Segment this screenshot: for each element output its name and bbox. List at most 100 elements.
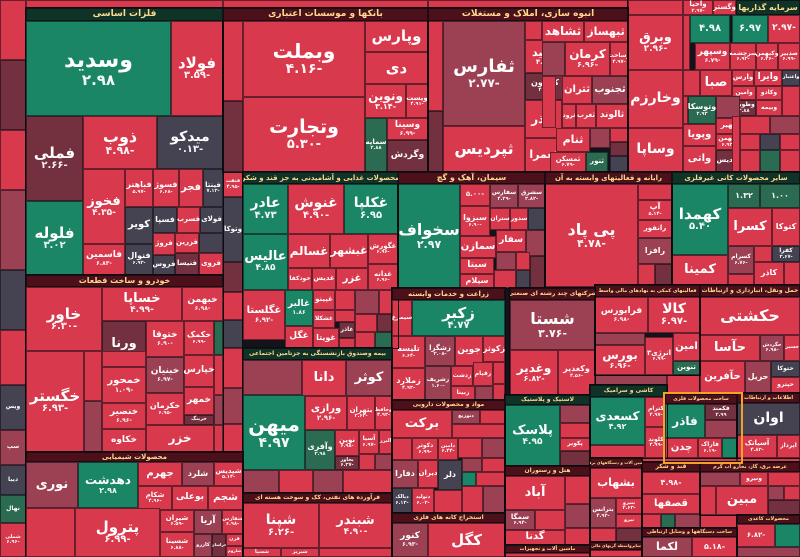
stock-tile-غاذر[interactable]: غاذر (339, 322, 355, 338)
stock-tile[interactable] (102, 351, 146, 367)
stock-tile[interactable] (628, 0, 683, 15)
stock-tile[interactable] (214, 395, 223, 425)
stock-tile-غالبر[interactable]: غالبر ۱.۸۶ (285, 290, 313, 326)
stock-tile-اوان[interactable]: اوان (737, 403, 800, 435)
stock-tile-خساپا[interactable]: خساپا -۴.۹۹ (102, 287, 182, 321)
stock-tile-ثجنوب[interactable]: ثجنوب (592, 76, 628, 104)
stock-tile[interactable] (214, 321, 223, 355)
stock-tile-وحافظ[interactable]: وحافظ -۴.۹۳ (375, 396, 392, 430)
stock-tile-غزر[interactable]: غزر (336, 268, 368, 290)
stock-tile-ورازی[interactable]: ورازی -۲.۹۶ (305, 396, 347, 430)
stock-tile-سیلام[interactable]: سیلام (460, 274, 494, 288)
stock-tile-دیبا[interactable]: دیبا (0, 465, 26, 495)
stock-tile-عادر[interactable]: عادر ۴.۷۳ (243, 184, 288, 234)
stock-tile-فسوژ[interactable]: فسوژ -۶.۶۸ (153, 169, 179, 207)
stock-tile-زکوثر[interactable]: زکوثر (483, 336, 505, 362)
stock-tile-کوثر[interactable]: کوثر (346, 360, 392, 396)
stock-tile[interactable] (610, 142, 628, 156)
stock-tile-غکلپا[interactable]: غکلپا ۶.۹۵ (344, 184, 398, 234)
stock-tile-وسدید[interactable]: وسدید ۲.۹۸ (26, 21, 171, 116)
stock-tile[interactable] (0, 190, 26, 270)
stock-tile-پکویر[interactable]: پکویر (560, 438, 590, 451)
stock-tile-دفارا[interactable]: دفارا (392, 460, 418, 488)
stock-tile[interactable] (26, 508, 75, 557)
stock-tile[interactable] (243, 360, 302, 395)
stock-tile[interactable] (428, 111, 443, 172)
stock-tile-دلر[interactable]: دلر (438, 460, 462, 490)
stock-tile[interactable] (355, 314, 377, 332)
stock-tile-پلاسک[interactable]: پلاسک ۴.۹۵ (505, 405, 560, 466)
stock-tile-زکبر[interactable]: زکبر ۴.۷۷ (412, 300, 505, 336)
stock-tile-کرمان[interactable]: کرمان -۶.۹۶ (565, 42, 610, 76)
stock-tile-لکما[interactable]: لکما (642, 537, 692, 557)
stock-tile-فولاد[interactable]: فولاد -۳.۵۹ (171, 21, 223, 116)
stock-tile-ثپردیس[interactable]: ثپردیس (443, 126, 525, 172)
stock-tile-حکشتی[interactable]: حکشتی (700, 297, 800, 335)
stock-tile[interactable] (780, 134, 800, 150)
stock-tile[interactable] (496, 252, 516, 270)
stock-tile-خبهمن[interactable]: خبهمن -۶.۹۸ (182, 287, 223, 321)
stock-tile-سشرق[interactable]: سشرق -۳.۸۲ (518, 184, 545, 208)
stock-tile[interactable] (775, 524, 800, 547)
stock-tile[interactable] (335, 310, 355, 322)
stock-tile-کلوند[interactable]: کلوند -۴.۹۹ (645, 427, 667, 458)
stock-tile-وکبهمن[interactable]: وکبهمن -۶.۴۶ (756, 43, 778, 70)
stock-tile[interactable] (223, 21, 243, 101)
stock-tile[interactable] (483, 486, 505, 513)
stock-tile-دتولید[interactable]: دتولید -۶.۰۲ (412, 488, 434, 513)
stock-tile[interactable] (223, 101, 243, 172)
stock-tile-ثتران[interactable]: ثتران (562, 76, 592, 104)
stock-tile[interactable] (732, 116, 740, 172)
stock-tile-صدبیر[interactable]: صدبیر -۶.۹۹ (778, 43, 800, 70)
stock-tile-رافزا[interactable]: رافزا (638, 238, 672, 264)
stock-tile[interactable] (535, 510, 565, 530)
stock-tile[interactable] (223, 388, 243, 424)
stock-tile[interactable] (516, 252, 530, 270)
stock-tile[interactable] (754, 246, 772, 262)
stock-tile[interactable] (700, 472, 740, 486)
stock-tile-شبریز[interactable]: شبریز (281, 548, 319, 557)
stock-tile-وارس[interactable]: وارس (732, 70, 754, 86)
stock-tile-زقیام[interactable]: زقیام (473, 362, 493, 386)
stock-tile-حپترو[interactable]: حپترو (771, 377, 800, 393)
stock-tile-گدنا[interactable]: گدنا (505, 530, 565, 545)
stock-tile-وایرا[interactable]: وایرا (754, 70, 782, 86)
stock-tile-آسیاتک[interactable]: آسیاتک -۴.۸۳ (737, 435, 777, 458)
stock-tile[interactable] (590, 128, 610, 148)
stock-tile[interactable] (526, 230, 545, 256)
stock-tile[interactable] (740, 134, 760, 150)
stock-tile[interactable] (768, 486, 784, 500)
stock-tile-قرن[interactable]: قرن (226, 534, 243, 546)
stock-tile-غگلستا[interactable]: غگلستا -۶.۹۲ (243, 290, 285, 340)
stock-tile-شکام[interactable]: شکام -۴.۹۶ (138, 486, 172, 510)
stock-tile[interactable] (223, 424, 243, 452)
stock-tile-فسپا[interactable]: فسپا (153, 207, 177, 233)
stock-tile-فلوله[interactable]: فلوله ۳.۰۲ (26, 201, 83, 275)
stock-tile-پی پاد[interactable]: پی پاد -۴.۷۸ (545, 184, 638, 287)
stock-tile[interactable] (784, 486, 800, 500)
stock-tile-غویتا[interactable]: غویتا (313, 328, 339, 348)
stock-tile-خاور[interactable]: خاور -۶.۳۰ (26, 287, 102, 351)
stock-tile-آسیا[interactable]: آسیا -۶.۹۷ (359, 430, 379, 454)
stock-tile-بتهران[interactable]: بتهران -۳.۶۳ (347, 396, 375, 430)
stock-tile[interactable] (565, 504, 590, 528)
stock-tile-قصفها[interactable]: قصفها (642, 494, 700, 514)
stock-tile[interactable] (428, 21, 443, 111)
stock-tile-دیران[interactable]: دیران (418, 460, 438, 488)
stock-tile[interactable] (482, 458, 505, 472)
stock-tile[interactable] (375, 454, 392, 470)
stock-tile-وبرق[interactable]: وبرق -۲.۹۶ (628, 15, 683, 70)
stock-tile-فکمند[interactable]: فکمند ۲.۹۹ (705, 404, 737, 420)
stock-tile[interactable] (560, 451, 590, 466)
stock-tile[interactable] (84, 351, 102, 401)
stock-tile-غدیس[interactable]: غدیس (312, 268, 336, 290)
stock-tile-وآفری[interactable]: وآفری ۳.۹۸ (305, 430, 335, 470)
stock-tile[interactable] (595, 375, 667, 385)
stock-tile-شسپا[interactable]: شسپا (243, 548, 281, 557)
stock-tile-فرابورس[interactable]: فرابورس -۶.۹۸ (595, 297, 648, 333)
stock-tile-حتوکا[interactable]: حتوکا (771, 361, 800, 377)
stock-tile[interactable] (428, 0, 628, 8)
stock-tile[interactable] (0, 130, 26, 190)
stock-tile[interactable] (768, 472, 800, 486)
stock-tile-فاراک[interactable]: فاراک -۶.۱۹ (698, 438, 722, 458)
